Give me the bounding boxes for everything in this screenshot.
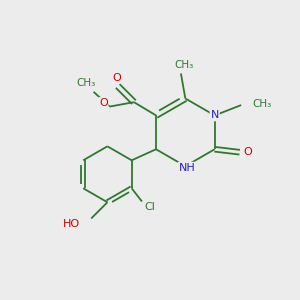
Text: O: O <box>112 73 121 83</box>
Text: Cl: Cl <box>144 202 155 212</box>
Text: N: N <box>211 110 219 120</box>
Text: NH: NH <box>178 163 195 173</box>
Text: CH₃: CH₃ <box>252 99 272 109</box>
Text: HO: HO <box>63 219 80 229</box>
Text: CH₃: CH₃ <box>174 60 194 70</box>
Text: O: O <box>99 98 108 108</box>
Text: O: O <box>244 147 252 157</box>
Text: CH₃: CH₃ <box>76 78 96 88</box>
